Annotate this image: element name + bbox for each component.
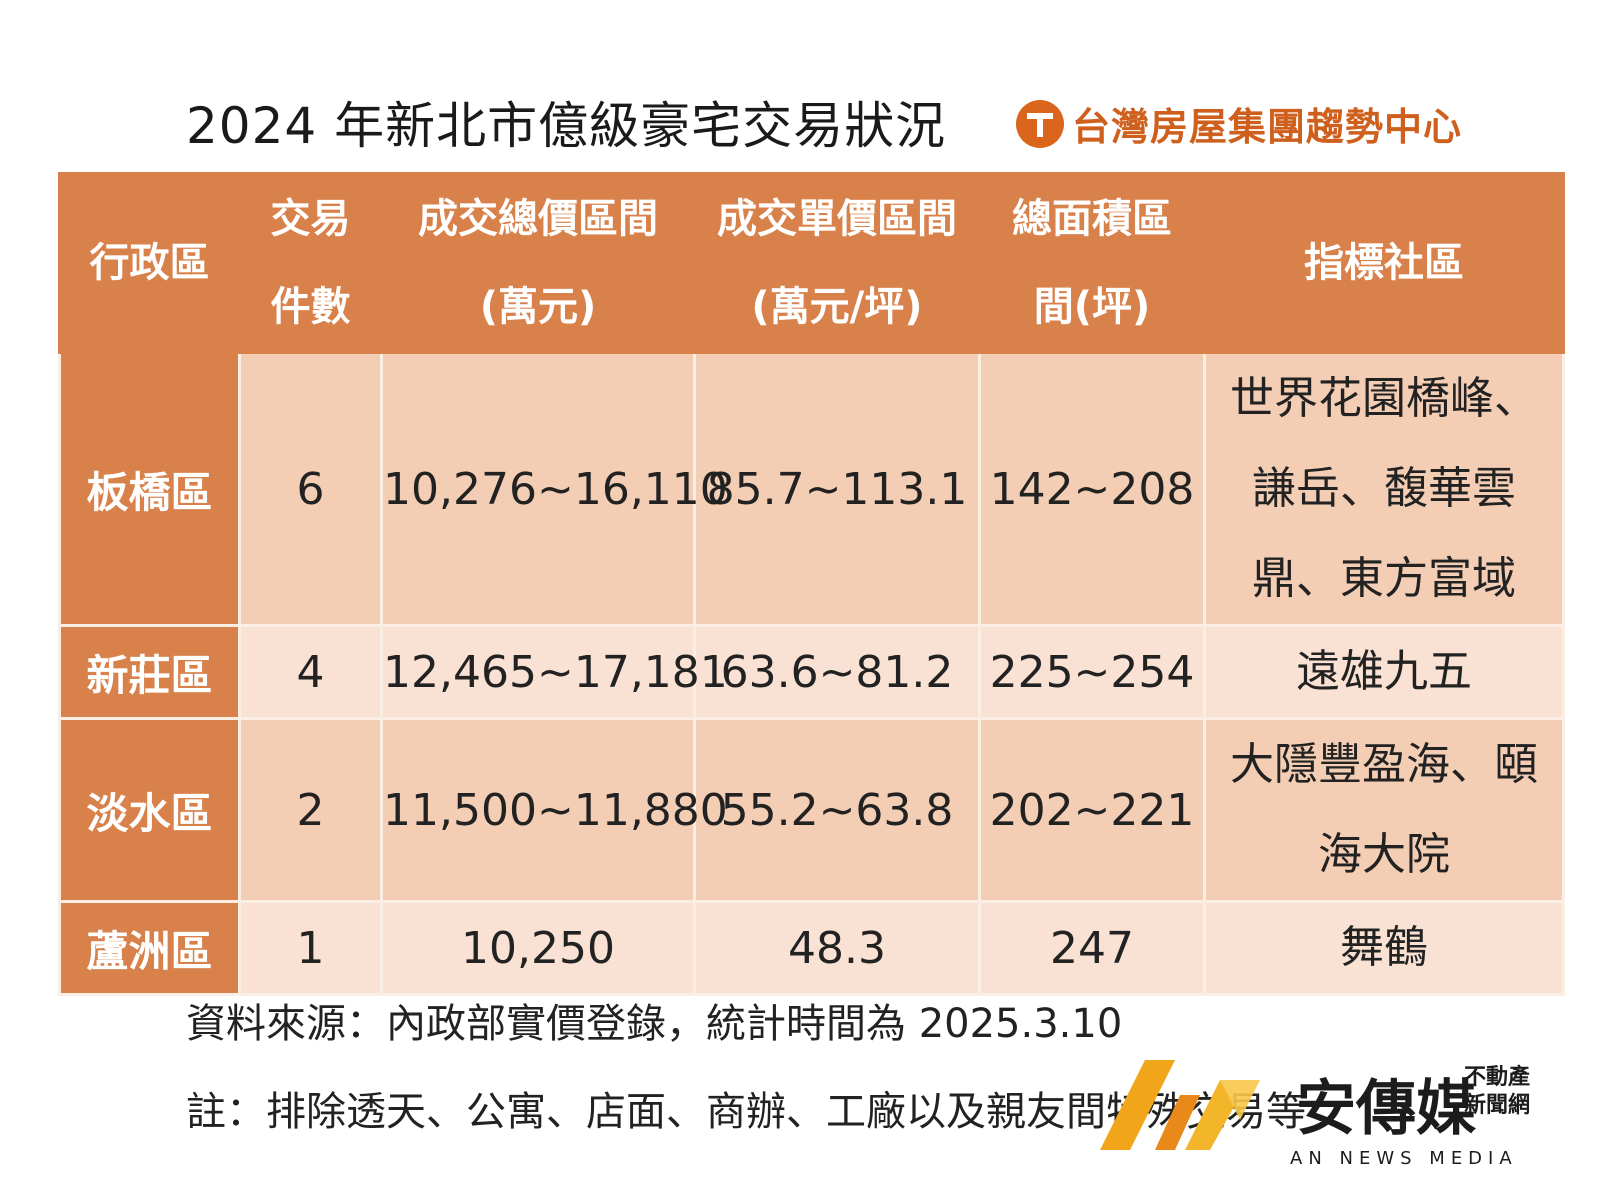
community-cell: 遠雄九五 [1203, 624, 1565, 720]
total-price-cell: 10,250 [380, 900, 696, 996]
notes: 資料來源：內政部實價登錄，統計時間為 2025.3.10 註：排除透天、公寓、店… [186, 980, 1306, 1156]
community-cell: 世界花園橋峰、 謙岳、馥華雲 鼎、東方富域 [1203, 351, 1565, 627]
taiwan-house-logo-icon [1016, 99, 1064, 148]
community-line: 海大院 [1318, 829, 1450, 880]
community-line: 遠雄九五 [1296, 646, 1472, 697]
unit-price-cell: 48.3 [693, 900, 981, 996]
watermark-side: 不動產 新聞網 [1464, 1064, 1530, 1120]
header-count-line2: 件數 [270, 284, 351, 330]
community-cell: 舞鶴 [1203, 900, 1565, 996]
district-cell: 新莊區 [58, 624, 241, 720]
community-line: 鼎、東方富域 [1252, 553, 1516, 604]
table-row: 蘆洲區 1 10,250 48.3 247 舞鶴 [58, 900, 1565, 996]
unit-price-cell: 63.6~81.2 [693, 624, 981, 720]
community-line: 舞鶴 [1340, 922, 1428, 973]
community-line: 謙岳、馥華雲 [1252, 463, 1516, 514]
header-unit-price-line2: (萬元/坪) [751, 284, 923, 330]
total-price-cell: 11,500~11,880 [380, 717, 728, 903]
district-cell: 板橋區 [58, 351, 241, 627]
table-row: 淡水區 2 11,500~11,880 55.2~63.8 202~221 大隱… [58, 717, 1565, 903]
header-total-price-line1: 成交總價區間 [418, 196, 658, 242]
count-cell: 1 [238, 900, 383, 996]
page-title: 2024 年新北市億級豪宅交易狀況 [186, 97, 947, 155]
source-note: 資料來源：內政部實價登錄，統計時間為 2025.3.10 [186, 1001, 1123, 1047]
table-header-row: 行政區 交易 件數 成交總價區間 (萬元) 成交單價區間 (萬元/坪) 總面積區… [58, 172, 1565, 354]
count-cell: 2 [238, 717, 383, 903]
area-cell: 225~254 [978, 624, 1206, 720]
header-total-price: 成交總價區間 (萬元) [380, 172, 696, 354]
header-unit-price: 成交單價區間 (萬元/坪) [693, 172, 981, 354]
table-row: 板橋區 6 10,276~16,110 85.7~113.1 142~208 世… [58, 351, 1565, 627]
header-area-line2: 間(坪) [1033, 284, 1151, 330]
watermark-side-line2: 新聞網 [1464, 1093, 1531, 1118]
community-line: 世界花園橋峰、 [1230, 373, 1538, 424]
area-cell: 202~221 [978, 717, 1206, 903]
header-district: 行政區 [58, 172, 241, 354]
header-unit-price-line1: 成交單價區間 [717, 196, 957, 242]
unit-price-cell: 85.7~113.1 [693, 351, 981, 627]
header-count: 交易 件數 [238, 172, 383, 354]
header-area-line1: 總面積區 [1012, 196, 1172, 242]
an-news-media-watermark: 安傳媒 不動產 新聞網 AN NEWS MEDIA [1100, 1050, 1580, 1180]
count-cell: 4 [238, 624, 383, 720]
header-community: 指標社區 [1203, 172, 1565, 354]
unit-price-cell: 55.2~63.8 [693, 717, 981, 903]
an-news-media-logo-icon [1100, 1060, 1260, 1150]
count-cell: 6 [238, 351, 383, 627]
total-price-cell: 12,465~17,181 [380, 624, 728, 720]
district-cell: 蘆洲區 [58, 900, 241, 996]
community-line: 大隱豐盈海、頤 [1230, 739, 1538, 790]
table-row: 新莊區 4 12,465~17,181 63.6~81.2 225~254 遠雄… [58, 624, 1565, 720]
area-cell: 247 [978, 900, 1206, 996]
header-area: 總面積區 間(坪) [978, 172, 1206, 354]
total-price-cell: 10,276~16,110 [380, 351, 728, 627]
header-total-price-line2: (萬元) [479, 284, 597, 330]
area-cell: 142~208 [978, 351, 1206, 627]
district-cell: 淡水區 [58, 717, 241, 903]
transaction-table: 行政區 交易 件數 成交總價區間 (萬元) 成交單價區間 (萬元/坪) 總面積區… [58, 172, 1565, 996]
brand-name: 台灣房屋集團趨勢中心 [1072, 105, 1463, 149]
watermark-name: 安傳媒 [1296, 1074, 1476, 1144]
header-count-line1: 交易 [270, 196, 351, 242]
watermark-side-line1: 不動產 [1464, 1065, 1531, 1090]
brand: 台灣房屋集團趨勢中心 [1016, 96, 1462, 151]
community-cell: 大隱豐盈海、頤 海大院 [1203, 717, 1565, 903]
watermark-english: AN NEWS MEDIA [1290, 1148, 1518, 1169]
